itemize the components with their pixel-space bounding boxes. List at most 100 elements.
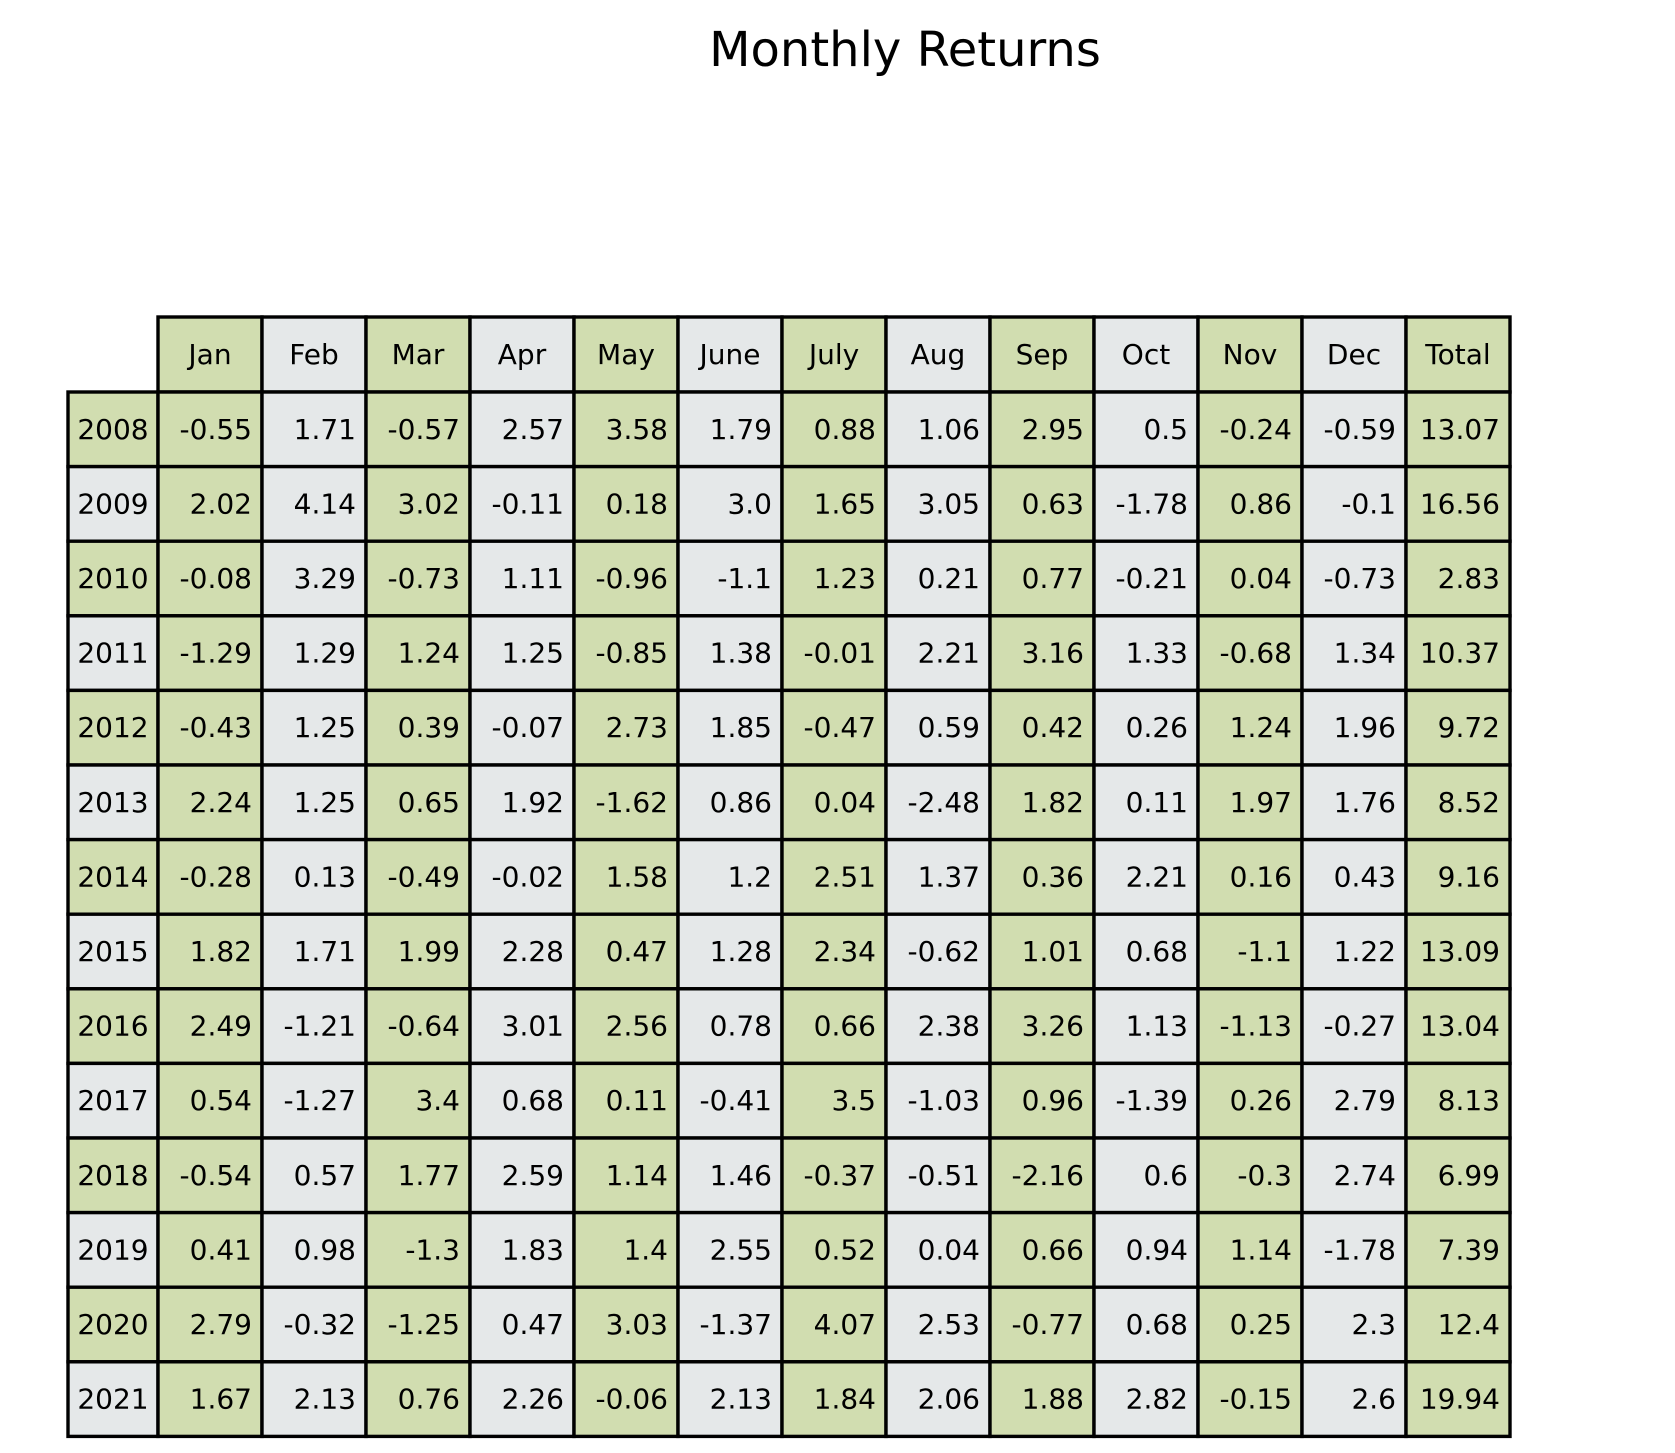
table-cell [468,1360,576,1439]
table-cell-value: 0.88 [814,413,876,446]
table-cell-value: 13.09 [1420,935,1500,968]
table-cell-value: -2.48 [908,786,980,819]
table-cell-value: 0.54 [190,1084,252,1117]
table-cell-value: -0.55 [180,413,252,446]
table-cell [1404,1136,1512,1215]
table-cell-value: 0.63 [1022,487,1084,520]
table-cell [364,837,472,916]
table-cell-value: -1.3 [405,1233,460,1266]
table-cell-value: 2.28 [502,935,564,968]
table-cell-value: 4.14 [294,487,356,520]
row-header-label: 2020 [77,1308,148,1341]
table-cell [1404,1285,1512,1364]
table-cell-value: 0.21 [918,562,980,595]
table-cell-value: -0.96 [596,562,668,595]
table-cell [260,539,368,618]
column-header-label: Aug [911,338,966,371]
table-cell-value: -0.08 [180,562,252,595]
table-cell-value: 1.37 [918,860,980,893]
table-cell-value: 3.05 [918,487,980,520]
table-cell-value: 3.58 [606,413,668,446]
table-cell-value: -0.27 [1324,1010,1396,1043]
table-cell-value: -1.29 [180,637,252,670]
table-cell [260,614,368,693]
table-cell-value: 7.39 [1438,1233,1500,1266]
table-cell [884,614,992,693]
table-cell-value: 1.01 [1022,935,1084,968]
table-cell-value: -1.1 [717,562,772,595]
column-header-label: Feb [289,338,339,371]
table-cell [1404,837,1512,916]
table-cell-value: 0.66 [1022,1233,1084,1266]
row-header-cell [66,390,160,469]
table-cell [988,390,1096,469]
table-cell-value: 0.43 [1334,860,1396,893]
table-cell-value: 1.34 [1334,637,1396,670]
table-cell-value: -0.07 [492,711,564,744]
table-cell-value: -0.32 [284,1308,356,1341]
table-cell-value: 1.79 [710,413,772,446]
column-header-label: Total [1424,338,1490,371]
table-cell [364,390,472,469]
table-cell [156,1360,264,1439]
table-cell [884,763,992,842]
table-cell-value: 12.4 [1438,1308,1500,1341]
table-cell [468,390,576,469]
column-header-cell [1404,315,1512,394]
column-header-cell [364,315,472,394]
table-cell [468,1285,576,1364]
column-header-label: Sep [1016,338,1069,371]
table-cell-value: 0.94 [1126,1233,1188,1266]
table-cell-value: 1.97 [1230,786,1292,819]
table-cell-value: -0.59 [1324,413,1396,446]
table-cell [988,837,1096,916]
table-cell [780,987,888,1066]
table-cell-value: 0.68 [1126,935,1188,968]
table-cell-value: -0.24 [1220,413,1292,446]
row-header-cell [66,1210,160,1289]
table-cell [988,763,1096,842]
table-cell-value: 1.85 [710,711,772,744]
table-cell [1404,390,1512,469]
table-cell-value: -0.62 [908,935,980,968]
table-cell-value: 0.86 [1230,487,1292,520]
table-cell-value: 0.77 [1022,562,1084,595]
table-cell [364,763,472,842]
table-cell-value: 2.82 [1126,1383,1188,1416]
table-cell-value: 0.66 [814,1010,876,1043]
table-cell [156,539,264,618]
column-header-label: May [597,338,655,371]
table-cell-value: -1.62 [596,786,668,819]
table-cell-value: 10.37 [1420,637,1500,670]
table-cell [260,1061,368,1140]
table-cell-value: 8.52 [1438,786,1500,819]
column-header-cell [1092,315,1200,394]
table-cell [1404,1210,1512,1289]
table-cell-value: 0.26 [1230,1084,1292,1117]
table-cell-value: 3.0 [727,487,772,520]
table-cell [1196,837,1304,916]
table-cell [572,1136,680,1215]
column-header-label: Nov [1223,338,1278,371]
table-cell-value: 2.53 [918,1308,980,1341]
table-cell-value: -0.54 [180,1159,252,1192]
table-cell-value: 2.34 [814,935,876,968]
table-cell-value: -0.3 [1237,1159,1292,1192]
table-cell-value: 0.11 [606,1084,668,1117]
table-cell-value: 0.04 [1230,562,1292,595]
table-cell-value: 8.13 [1438,1084,1500,1117]
row-header-label: 2014 [77,860,148,893]
table-cell [988,1360,1096,1439]
table-cell-value: 3.02 [398,487,460,520]
table-cell [260,1210,368,1289]
table-cell-value: 1.13 [1126,1010,1188,1043]
table-cell-value: 0.47 [502,1308,564,1341]
table-cell-value: 13.04 [1420,1010,1500,1043]
table-cell [1196,390,1304,469]
table-cell [780,539,888,618]
table-cell-value: -0.1 [1341,487,1396,520]
table-cell-value: -1.03 [908,1084,980,1117]
table-cell-value: 0.57 [294,1159,356,1192]
table-cell-value: 2.21 [1126,860,1188,893]
table-cell [1404,912,1512,991]
